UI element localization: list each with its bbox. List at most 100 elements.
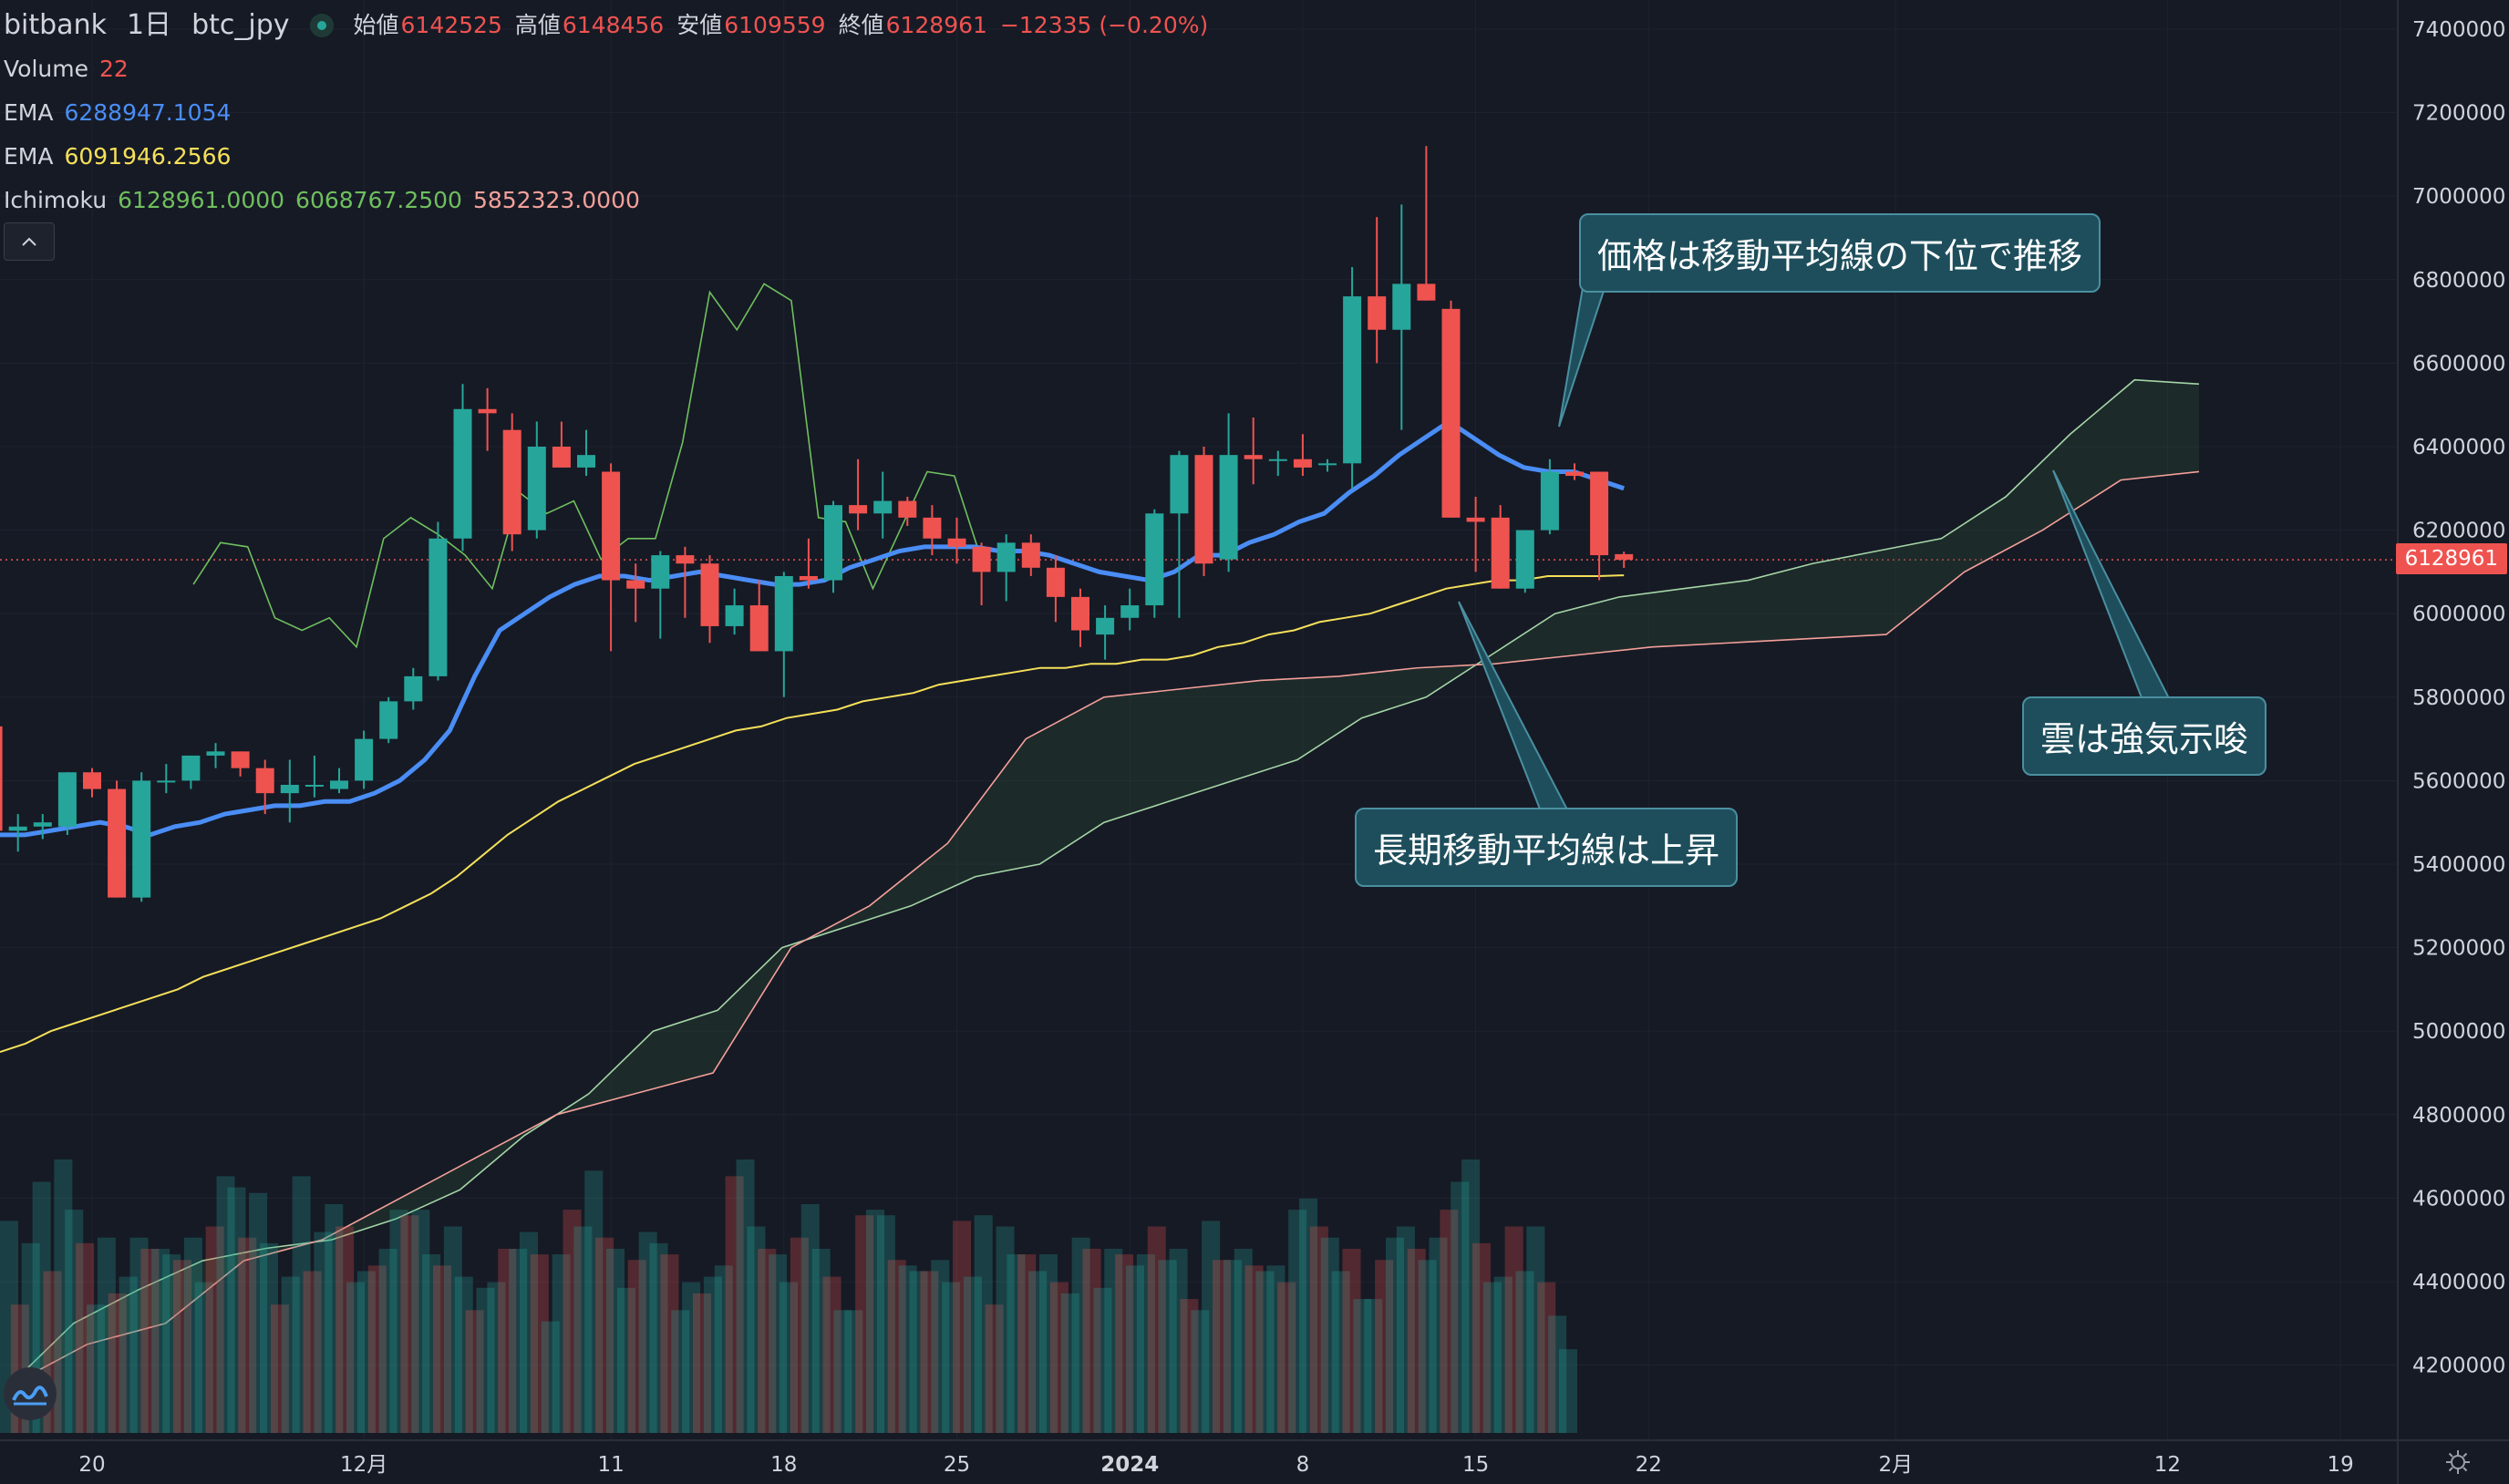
- annotation-cloud-bullish[interactable]: 雲は強気示唆: [2022, 696, 2267, 776]
- volume-bar: [238, 1237, 257, 1433]
- volume-bar: [1136, 1254, 1155, 1433]
- candle-body: [552, 447, 571, 468]
- candle-body: [280, 784, 299, 794]
- volume-bar: [736, 1159, 755, 1433]
- annotation-price-below-ma[interactable]: 価格は移動平均線の下位で推移: [1579, 213, 2101, 293]
- indicator-lines: [0, 283, 1625, 1054]
- volume-bar: [1234, 1248, 1253, 1433]
- candle-body: [1441, 308, 1461, 518]
- volume-bar: [119, 1276, 138, 1433]
- volume-bar: [1126, 1265, 1144, 1433]
- ema1-legend-row[interactable]: EMA 6288947.1054: [4, 91, 1221, 135]
- volume-bar: [1244, 1265, 1264, 1433]
- volume-bar: [682, 1282, 701, 1433]
- candle-body: [849, 505, 868, 514]
- volume-bar: [855, 1215, 874, 1433]
- candle-body: [1096, 617, 1115, 635]
- y-tick-label: 4200000: [2412, 1355, 2505, 1378]
- volume-bar: [76, 1242, 95, 1433]
- candle-body: [57, 772, 77, 827]
- volume-legend-row[interactable]: Volume 22: [4, 47, 1221, 91]
- symbol-name[interactable]: btc_jpy: [191, 9, 290, 41]
- candle-body: [799, 575, 818, 581]
- chikou-span-line: [192, 283, 983, 649]
- y-tick-label: 5600000: [2412, 769, 2505, 793]
- logo-icon: [12, 1386, 48, 1406]
- volume-bar: [422, 1254, 441, 1433]
- y-tick-label: 5000000: [2412, 1020, 2505, 1044]
- candle-body: [1392, 283, 1411, 330]
- volume-bar: [660, 1254, 679, 1433]
- volume-bar: [844, 1310, 863, 1433]
- candle-body: [355, 738, 374, 781]
- annotation-long-ma-rising[interactable]: 長期移動平均線は上昇: [1355, 808, 1739, 887]
- candle-body: [0, 726, 3, 831]
- leading-span-a-line: [8, 378, 2200, 1387]
- interval-label[interactable]: 1日: [126, 9, 172, 41]
- chart-settings-button[interactable]: [2445, 1449, 2471, 1479]
- volume-bar: [541, 1321, 560, 1433]
- y-tick-label: 6000000: [2412, 603, 2505, 626]
- volume-bar: [249, 1192, 268, 1433]
- y-tick-label: 6400000: [2412, 436, 2505, 459]
- volume-bar: [1451, 1181, 1470, 1433]
- volume-bar: [1158, 1260, 1177, 1433]
- volume-bar: [887, 1260, 906, 1433]
- volume-bar: [1266, 1265, 1285, 1433]
- legend: bitbank 1日 btc_jpy 始値 6142525 高値 6148456…: [4, 4, 1221, 222]
- candle-body: [1515, 530, 1534, 589]
- candle-body: [206, 751, 225, 756]
- candle-body: [8, 826, 27, 831]
- volume-bar: [151, 1248, 170, 1433]
- candle-body: [1219, 455, 1238, 560]
- candle-body: [1466, 517, 1485, 522]
- x-tick-label: 2月: [1878, 1453, 1913, 1477]
- symbol-row: bitbank 1日 btc_jpy 始値 6142525 高値 6148456…: [4, 4, 1221, 47]
- volume-bar: [1169, 1248, 1188, 1433]
- candle-body: [577, 455, 595, 468]
- volume-bar: [714, 1265, 733, 1433]
- volume-bar: [1526, 1226, 1545, 1433]
- volume-bar: [822, 1276, 841, 1433]
- volume-bar: [108, 1293, 127, 1433]
- volume-bar: [780, 1282, 798, 1433]
- volume-bar: [1504, 1226, 1523, 1433]
- x-tick-label: 11: [597, 1453, 624, 1477]
- candle-body: [1565, 471, 1584, 477]
- volume-value: 22: [98, 56, 129, 82]
- candle-body: [83, 772, 101, 789]
- volume-bar: [509, 1248, 528, 1433]
- collapse-legend-button[interactable]: [4, 222, 55, 261]
- volume-bar: [725, 1176, 744, 1433]
- volume-bar: [963, 1276, 982, 1433]
- volume-bar: [194, 1282, 213, 1433]
- open-value: 6142525: [400, 12, 502, 38]
- ichimoku-legend-row[interactable]: Ichimoku 6128961.0000 6068767.2500 58523…: [4, 179, 1221, 222]
- volume-bar: [1429, 1237, 1448, 1433]
- low-label: 安値: [676, 12, 723, 38]
- candle-body: [1268, 459, 1287, 461]
- candle-body: [1417, 283, 1436, 301]
- volume-bar: [1104, 1248, 1123, 1433]
- volume-bar: [974, 1215, 993, 1433]
- volume-bar: [942, 1282, 961, 1433]
- callout-pointers: [1458, 276, 2172, 812]
- leading-span-b-line: [8, 470, 2200, 1387]
- volume-bar: [1440, 1210, 1459, 1433]
- volume-bar: [140, 1248, 160, 1433]
- volume-bar: [520, 1232, 538, 1433]
- ichimoku-label: Ichimoku: [4, 187, 108, 213]
- candle-body: [1120, 605, 1140, 618]
- volume-bar: [876, 1215, 895, 1433]
- volume-bar: [183, 1237, 202, 1433]
- live-status-icon: [309, 14, 334, 37]
- ema2-legend-row[interactable]: EMA 6091946.2566: [4, 135, 1221, 179]
- candle-body: [305, 784, 324, 787]
- candle-body: [1343, 296, 1362, 464]
- close-value: 6128961: [885, 12, 987, 38]
- volume-bar: [216, 1176, 235, 1433]
- volume-bar: [1223, 1260, 1242, 1433]
- volume-bar: [638, 1232, 657, 1433]
- tradingview-logo[interactable]: [4, 1367, 57, 1420]
- exchange-name[interactable]: bitbank: [4, 9, 107, 41]
